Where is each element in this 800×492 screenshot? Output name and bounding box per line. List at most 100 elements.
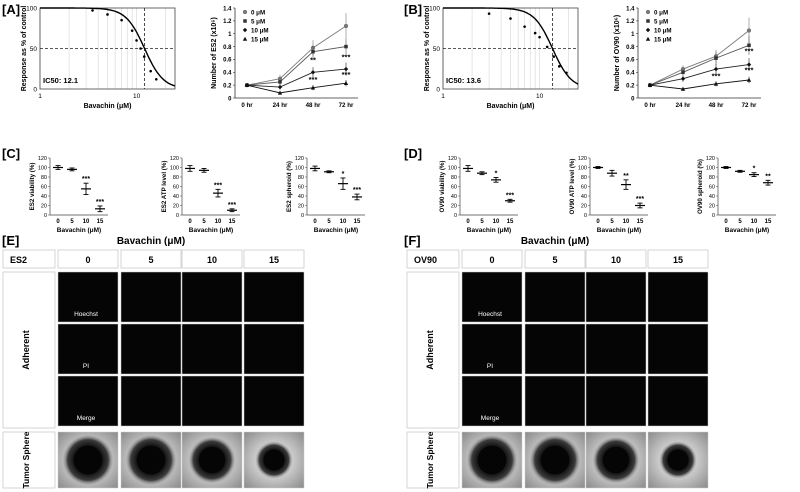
sphere-core <box>540 445 570 475</box>
group-cell <box>2 271 56 429</box>
sphere-core <box>263 449 285 471</box>
significance-marker: ** <box>765 173 771 180</box>
y-tick-label: 100 <box>170 166 179 172</box>
x-tick-label: 10 <box>751 219 758 225</box>
chart-b-dose-response: 0 50 100 1 10 IC50: 13.6 Bavachin (μM) Response… <box>424 6 579 110</box>
x-axis-label: Bavachin (μM) <box>487 103 535 110</box>
y-tick-label: 40 <box>41 194 47 200</box>
y-tick-label: 120 <box>578 156 587 162</box>
x-axis-label: Bavachin (μM) <box>725 227 769 234</box>
compound-header: Bavachin (μM) <box>521 236 589 247</box>
x-tick-label: 10 <box>493 219 500 225</box>
x-tick-label: 15 <box>354 219 361 225</box>
series-line <box>649 44 750 86</box>
significance-marker: ** <box>623 173 629 180</box>
micrograph-tile <box>57 375 119 427</box>
y-axis-label: ES2 ATP level (%) <box>161 161 168 213</box>
marker-diamond <box>277 84 283 90</box>
x-tick-label: 5 <box>70 219 74 225</box>
significance-marker: *** <box>636 196 644 203</box>
sphere-core <box>667 449 689 471</box>
y-axis-label: OV90 viability (%) <box>439 161 446 213</box>
x-tick-label: 72 hr <box>742 102 757 109</box>
stain-label: Hoechst <box>74 311 98 318</box>
micrograph-tile <box>57 271 119 323</box>
y-tick-label: 0.6 <box>626 58 635 64</box>
x-tick-label: 15 <box>97 219 104 225</box>
sphere-core <box>602 446 630 474</box>
micrograph-tile <box>243 271 305 323</box>
data-point <box>545 45 549 49</box>
chart-b-growth: 0 0.2 0.4 0.6 0.8 1 1.2 1.4 0 hr 24 hr 48 hr 72 hr *… <box>614 6 761 109</box>
x-axis-label: Bavachin (μM) <box>84 103 132 110</box>
y-tick-label: 100 <box>26 6 37 13</box>
micrograph-tile <box>585 375 647 427</box>
marker-diamond <box>310 70 316 75</box>
marker-triangle <box>713 81 719 86</box>
concentration-label: 15 <box>673 255 683 265</box>
marker-circle <box>746 28 752 33</box>
compound-header: Bavachin (μM) <box>117 236 185 247</box>
sphere-core <box>477 445 507 475</box>
y-tick-label: 1 <box>228 32 232 38</box>
significance-marker: * <box>342 171 345 178</box>
data-point <box>91 9 94 12</box>
group-label-tumor-sphere: Tumor Sphere <box>21 431 31 488</box>
sphere-core <box>136 445 166 475</box>
x-tick-label: 1 <box>38 93 42 100</box>
header-cell <box>57 249 119 269</box>
microscopy-panel-e: Bavachin (μM) ES2 0 5 10 15 Adherent Tumor Sphe… <box>2 236 305 489</box>
y-tick-label: 100 <box>706 166 715 172</box>
y-tick-label: 40 <box>709 194 715 200</box>
data-point <box>557 65 561 68</box>
y-tick-label: 80 <box>581 175 587 181</box>
panel-label-a: [A] <box>2 2 20 17</box>
y-axis-label: Response as % of control <box>424 6 431 92</box>
legend-entry: 0 μM <box>654 9 668 16</box>
y-tick-label: 60 <box>298 185 304 191</box>
y-tick-label: 0 <box>228 96 232 102</box>
x-tick-label: 15 <box>507 219 514 225</box>
y-tick-label: 100 <box>429 6 440 13</box>
y-tick-label: 40 <box>451 194 457 200</box>
ic50-annotation: IC50: 13.6 <box>446 76 481 85</box>
panel-label-f: [F] <box>404 233 421 248</box>
x-tick-label: 0 <box>596 219 600 225</box>
series-line <box>649 30 750 86</box>
marker-diamond <box>713 66 719 72</box>
marker-square <box>714 56 718 60</box>
y-tick-label: 120 <box>706 156 715 162</box>
marker-triangle <box>746 77 752 82</box>
y-axis-label: Number of ES2 (x10⁶) <box>211 17 218 89</box>
data-point <box>130 29 134 32</box>
x-axis-label: Bavachin (μM) <box>467 227 511 234</box>
concentration-label: 0 <box>489 255 494 265</box>
x-tick-label: 10 <box>340 219 347 225</box>
x-tick-label: 24 hr <box>273 102 288 109</box>
micrograph-tile <box>647 271 709 323</box>
marker-triangle <box>242 36 248 41</box>
x-tick-label: 5 <box>327 219 331 225</box>
y-axis-label: ES2 viability (%) <box>29 163 36 211</box>
ic50-annotation: IC50: 12.1 <box>43 76 78 85</box>
y-tick-label: 20 <box>709 204 715 210</box>
y-tick-label: 1.4 <box>626 6 635 12</box>
micrograph-tile <box>524 375 586 427</box>
y-axis-label: Number of OV90 (x10⁶) <box>614 15 621 91</box>
panel-label-c: [C] <box>2 146 20 161</box>
group-cell <box>2 431 56 489</box>
y-tick-label: 60 <box>41 185 47 191</box>
x-tick-label: 0 hr <box>644 102 656 109</box>
x-tick-label: 10 <box>133 93 141 100</box>
marker-triangle <box>645 36 651 41</box>
group-label-tumor-sphere: Tumor Sphere <box>425 431 435 488</box>
y-tick-label: 0 <box>584 213 587 219</box>
x-tick-label: 5 <box>480 219 484 225</box>
y-tick-label: 0.8 <box>626 45 635 51</box>
y-tick-label: 0 <box>44 213 47 219</box>
y-tick-label: 100 <box>448 166 457 172</box>
significance-marker: *** <box>309 75 318 84</box>
marker-diamond <box>680 76 686 81</box>
y-tick-label: 120 <box>170 156 179 162</box>
